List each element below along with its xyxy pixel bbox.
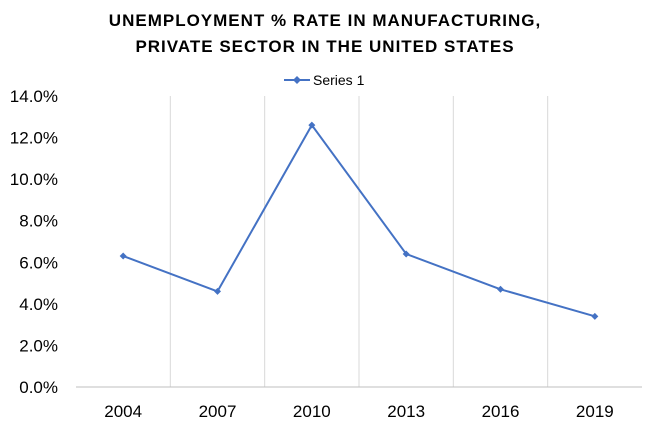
y-tick-label: 2.0%	[19, 336, 58, 355]
gridlines	[169, 96, 549, 387]
y-axis-ticks: 0.0% 2.0% 4.0% 6.0% 8.0% 10.0% 12.0% 14.0%	[10, 87, 58, 397]
y-tick-label: 6.0%	[19, 253, 58, 272]
y-tick-label: 0.0%	[19, 378, 58, 397]
series-1	[119, 121, 599, 320]
x-tick-label: 2004	[104, 402, 142, 421]
data-point-marker	[497, 285, 504, 293]
chart-title-line-2: PRIVATE SECTOR IN THE UNITED STATES	[135, 37, 514, 56]
data-point-marker	[308, 121, 316, 129]
data-point-marker	[591, 312, 599, 320]
x-axis-ticks: 2004 2007 2010 2013 2016 2019	[104, 402, 613, 421]
x-tick-label: 2007	[199, 402, 237, 421]
y-tick-label: 4.0%	[19, 295, 58, 314]
x-tick-label: 2016	[482, 402, 520, 421]
data-point-marker	[214, 287, 221, 295]
legend-series-marker	[293, 76, 301, 84]
y-tick-label: 8.0%	[19, 212, 58, 231]
x-tick-label: 2013	[387, 402, 425, 421]
data-point-marker	[402, 250, 410, 258]
y-tick-label: 10.0%	[10, 170, 58, 189]
data-point-marker	[119, 252, 127, 260]
legend: Series 1	[284, 72, 365, 88]
chart-title-line-1: UNEMPLOYMENT % RATE IN MANUFACTURING,	[109, 11, 541, 30]
series-line	[122, 124, 596, 318]
x-tick-label: 2010	[293, 402, 331, 421]
y-tick-label: 12.0%	[10, 129, 58, 148]
x-tick-label: 2019	[576, 402, 614, 421]
legend-series-label: Series 1	[313, 72, 365, 88]
y-tick-label: 14.0%	[10, 87, 58, 106]
